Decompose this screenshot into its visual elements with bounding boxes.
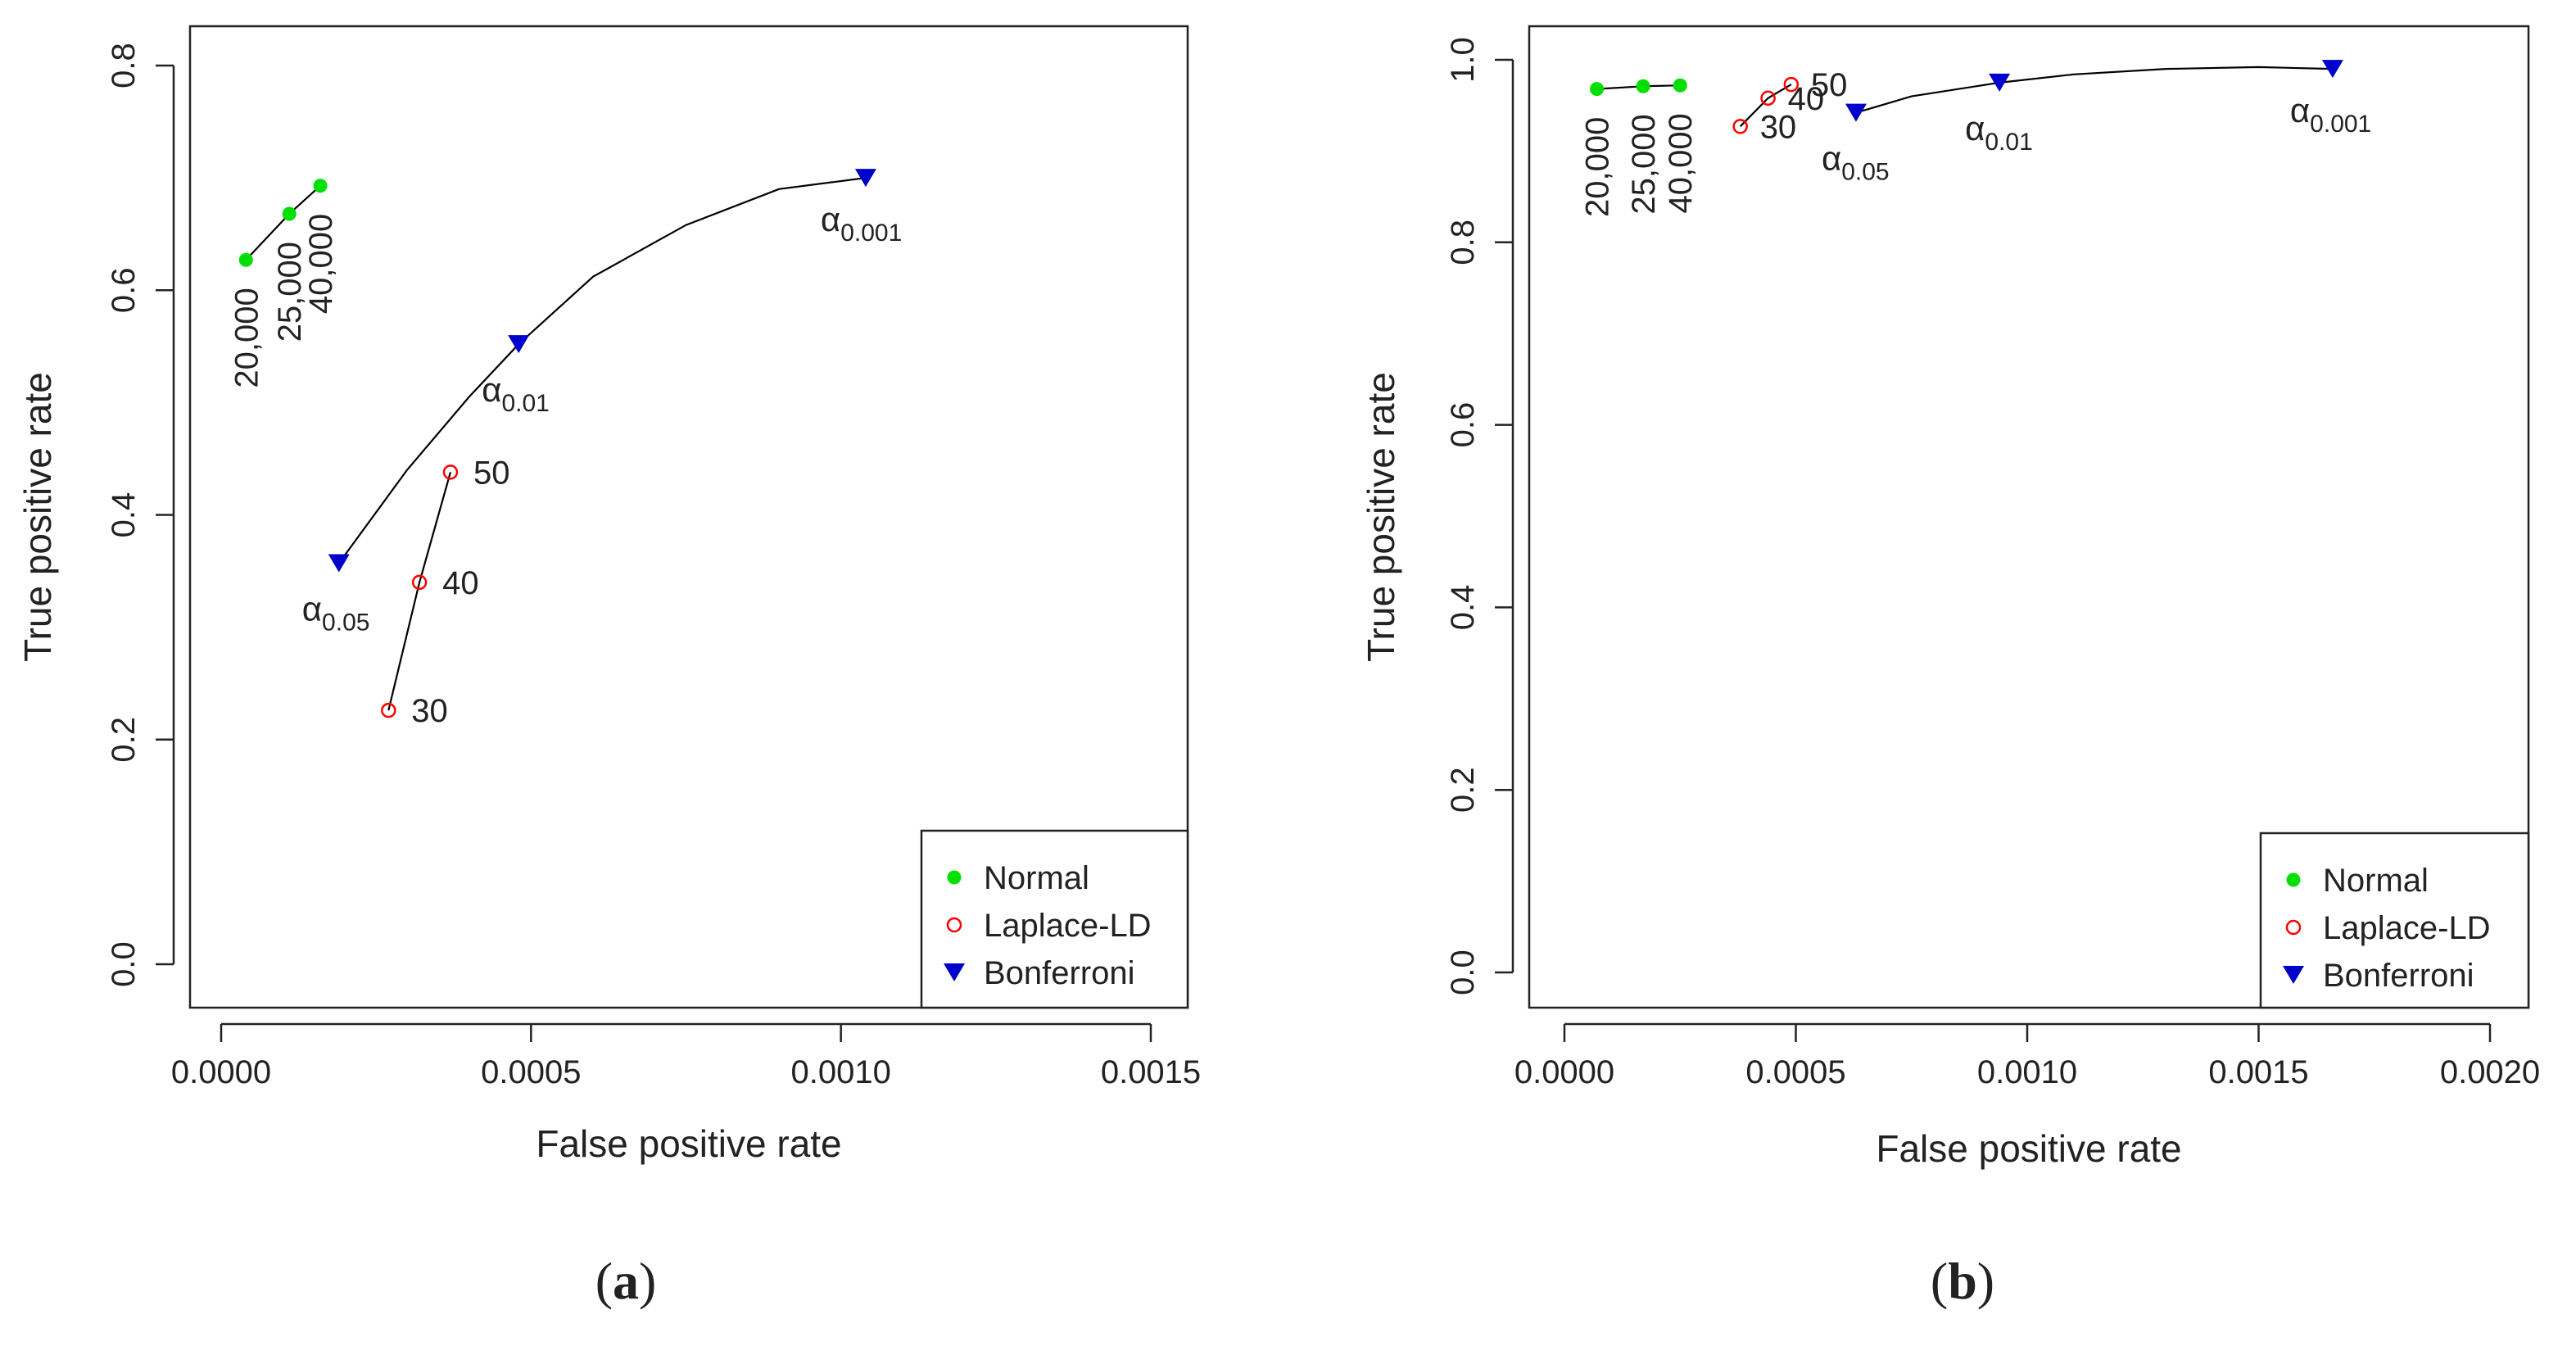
series-bonferroni: α0.05 α0.01 α0.001 bbox=[1822, 60, 2371, 186]
series-bonferroni: α0.05 α0.01 α0.001 bbox=[302, 169, 902, 636]
data-label-normal: 20,000 bbox=[229, 288, 265, 387]
x-axis: 0.0000 0.0005 0.0010 0.0015 0.0020 bbox=[1514, 1022, 2540, 1090]
data-label-bonferroni: α0.05 bbox=[1822, 139, 1890, 186]
data-point-normal bbox=[1673, 78, 1687, 93]
x-tick-label: 0.0000 bbox=[171, 1054, 271, 1090]
data-label-normal: 40,000 bbox=[1663, 113, 1699, 213]
chart-panel-a: 0.0000 0.0005 0.0010 0.0015 False positive r… bbox=[16, 25, 1201, 1310]
y-tick-label: 0.8 bbox=[1445, 220, 1481, 265]
x-tick-label: 0.0010 bbox=[790, 1054, 890, 1090]
data-label-laplace: 30 bbox=[1760, 109, 1797, 145]
legend-label: Bonferroni bbox=[984, 955, 1135, 991]
data-point-laplace bbox=[1732, 119, 1748, 134]
series-curve bbox=[337, 177, 867, 564]
data-label-laplace: 50 bbox=[1811, 67, 1848, 103]
data-label-bonferroni: α0.01 bbox=[1965, 109, 2033, 156]
y-axis-title: True positive rate bbox=[1360, 372, 1402, 662]
data-point-normal bbox=[313, 179, 328, 193]
legend-marker-bonferroni bbox=[2283, 966, 2304, 984]
legend: Normal Laplace-LD Bonferroni bbox=[2259, 832, 2530, 1009]
y-axis: 0.0 0.2 0.4 0.6 0.8 bbox=[106, 43, 175, 987]
legend-label: Normal bbox=[984, 860, 1089, 896]
data-point-bonferroni bbox=[2321, 60, 2343, 79]
plot-frame bbox=[188, 25, 1189, 1009]
data-label-bonferroni: α0.01 bbox=[482, 370, 550, 417]
x-tick-label: 0.0010 bbox=[1977, 1054, 2077, 1090]
y-tick-label: 1.0 bbox=[1445, 37, 1481, 83]
data-label-laplace: 40 bbox=[442, 565, 479, 601]
data-label-normal: 25,000 bbox=[272, 242, 308, 342]
legend-marker-laplace bbox=[2285, 919, 2302, 936]
y-axis-title: True positive rate bbox=[16, 372, 59, 662]
series-curve bbox=[1855, 66, 2333, 114]
legend-label: Laplace-LD bbox=[984, 908, 1152, 944]
data-label-normal: 20,000 bbox=[1580, 117, 1616, 217]
data-point-laplace bbox=[1783, 76, 1800, 93]
y-tick-label: 0.6 bbox=[1445, 402, 1481, 448]
legend: Normal Laplace-LD Bonferroni bbox=[920, 829, 1189, 1009]
data-label-laplace: 50 bbox=[473, 455, 510, 491]
panel-label: (a) bbox=[595, 1252, 657, 1310]
legend-label: Laplace-LD bbox=[2323, 910, 2491, 946]
panel-label: (b) bbox=[1931, 1252, 1994, 1310]
y-tick-label: 0.0 bbox=[106, 941, 142, 987]
data-point-laplace bbox=[442, 465, 459, 480]
chart-panel-b: 0.0000 0.0005 0.0010 0.0015 0.0020 False posi… bbox=[1360, 25, 2540, 1310]
y-tick-label: 0.4 bbox=[1445, 585, 1481, 631]
x-axis-title: False positive rate bbox=[1876, 1127, 2181, 1170]
legend-box bbox=[2259, 832, 2530, 1009]
data-label-normal: 25,000 bbox=[1626, 114, 1662, 214]
series-line bbox=[387, 472, 452, 711]
data-point-normal bbox=[238, 252, 253, 267]
x-tick-label: 0.0000 bbox=[1514, 1054, 1614, 1090]
legend-marker-normal bbox=[2286, 872, 2301, 887]
x-tick-label: 0.0005 bbox=[1745, 1054, 1845, 1090]
data-point-bonferroni bbox=[1845, 103, 1867, 122]
data-point-bonferroni bbox=[1989, 73, 2011, 92]
y-tick-label: 0.0 bbox=[1445, 949, 1481, 995]
legend-box bbox=[920, 829, 1189, 1009]
data-point-bonferroni bbox=[328, 554, 350, 573]
data-label-bonferroni: α0.001 bbox=[2290, 91, 2371, 138]
data-point-laplace bbox=[1760, 90, 1776, 107]
legend-label: Bonferroni bbox=[2323, 958, 2474, 994]
data-point-bonferroni bbox=[508, 335, 530, 354]
data-label-normal: 40,000 bbox=[303, 214, 339, 314]
x-tick-label: 0.0015 bbox=[2208, 1054, 2308, 1090]
y-tick-label: 0.6 bbox=[106, 267, 142, 313]
x-tick-label: 0.0005 bbox=[481, 1054, 581, 1090]
data-point-laplace bbox=[411, 574, 428, 591]
legend-marker-normal bbox=[947, 870, 962, 885]
y-tick-label: 0.2 bbox=[106, 717, 142, 763]
data-label-laplace: 30 bbox=[411, 693, 448, 729]
legend-label: Normal bbox=[2323, 863, 2429, 899]
series-laplace-ld: 30 40 50 bbox=[381, 455, 510, 729]
x-axis: 0.0000 0.0005 0.0010 0.0015 bbox=[171, 1022, 1201, 1090]
data-point-laplace bbox=[381, 702, 396, 718]
data-point-normal bbox=[282, 206, 297, 221]
legend-marker-laplace bbox=[946, 917, 962, 933]
data-point-normal bbox=[1590, 82, 1605, 97]
data-label-laplace: 40 bbox=[1788, 81, 1825, 117]
legend-marker-bonferroni bbox=[944, 963, 965, 981]
x-axis-title: False positive rate bbox=[536, 1122, 841, 1165]
data-label-bonferroni: α0.001 bbox=[821, 200, 902, 247]
y-axis: 0.0 0.2 0.4 0.6 0.8 1.0 bbox=[1445, 37, 1514, 995]
x-tick-label: 0.0020 bbox=[2440, 1054, 2540, 1090]
x-tick-label: 0.0015 bbox=[1101, 1054, 1201, 1090]
series-line bbox=[1739, 84, 1792, 128]
data-point-normal bbox=[1636, 79, 1650, 93]
y-tick-label: 0.8 bbox=[106, 43, 142, 88]
data-point-bonferroni bbox=[854, 169, 876, 188]
data-label-bonferroni: α0.05 bbox=[302, 589, 370, 636]
y-tick-label: 0.2 bbox=[1445, 767, 1481, 813]
y-tick-label: 0.4 bbox=[106, 492, 142, 538]
plot-frame bbox=[1528, 25, 2530, 1009]
